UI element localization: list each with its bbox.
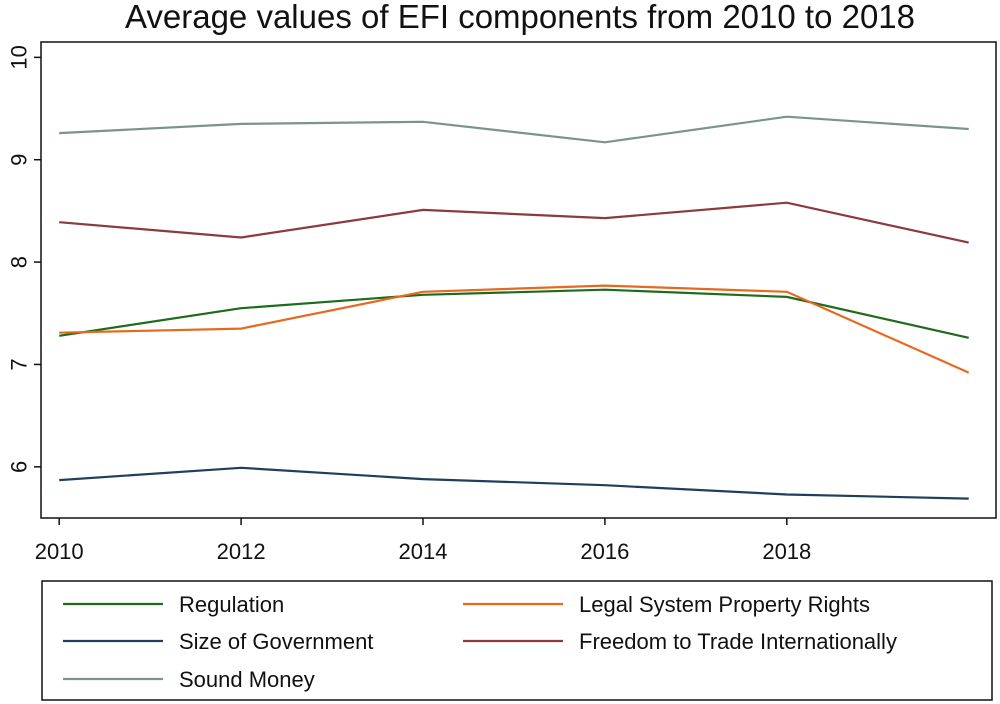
series-line-sound-money (59, 115, 969, 144)
y-tick-label: 9 (7, 154, 32, 166)
y-tick-label: 10 (7, 45, 32, 69)
x-tick-label: 2012 (217, 539, 266, 564)
x-tick-label: 2016 (580, 539, 629, 564)
x-tick-label: 2018 (762, 539, 811, 564)
x-tick-label: 2014 (399, 539, 448, 564)
series-line-freedom-to-trade-internationally (59, 201, 969, 244)
chart-title: Average values of EFI components from 20… (125, 0, 915, 35)
legend-label-regulation: Regulation (179, 592, 284, 617)
series-line-legal-system-property-rights (59, 284, 970, 374)
x-axis: 2010 2012 2014 2016 2018 (35, 518, 811, 564)
y-tick-label: 6 (7, 461, 32, 473)
legend-label-size-of-government: Size of Government (179, 629, 373, 654)
legend-label-freedom-to-trade-internationally: Freedom to Trade Internationally (579, 629, 897, 654)
legend-label-sound-money: Sound Money (179, 667, 315, 692)
x-tick-label: 2010 (35, 539, 84, 564)
series-line-size-of-government (59, 466, 969, 500)
y-tick-label: 7 (7, 358, 32, 370)
legend: Regulation Legal System Property Rights Si… (41, 580, 993, 701)
series-line-regulation (59, 288, 969, 339)
y-tick-label: 8 (7, 256, 32, 268)
y-axis: 6 7 8 9 10 (7, 45, 41, 473)
plot-area (40, 41, 997, 519)
legend-label-legal-system-property-rights: Legal System Property Rights (579, 592, 870, 617)
series-lines (59, 115, 970, 500)
